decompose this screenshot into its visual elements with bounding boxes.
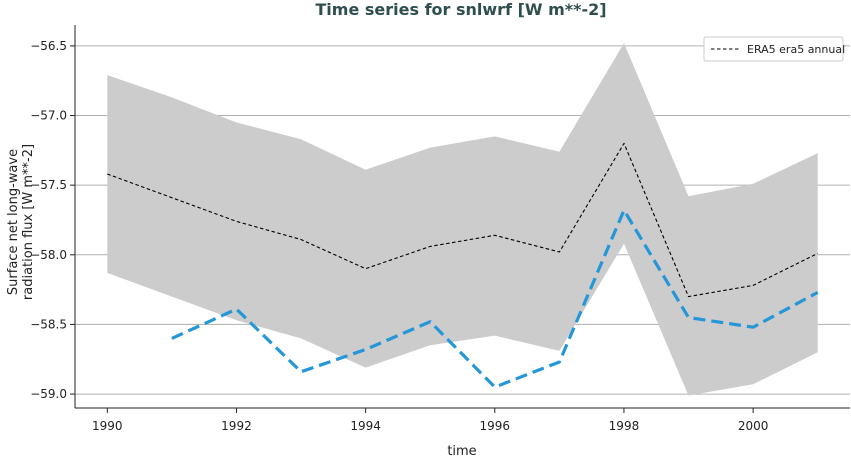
uncertainty-band-layer	[107, 43, 818, 396]
x-axis-label: time	[447, 444, 476, 457]
x-tick-label-0: 1990	[92, 419, 123, 433]
y-tick-label-4: −58.5	[30, 317, 67, 331]
x-tick-label-2: 1994	[350, 419, 381, 433]
y-tick-label-2: −57.5	[30, 178, 67, 192]
y-axis-ticks: −56.5 −57.0 −57.5 −58.0 −58.5 −59.0	[30, 39, 75, 401]
x-tick-label-1: 1992	[221, 419, 252, 433]
x-tick-label-5: 2000	[738, 419, 769, 433]
y-tick-label-3: −58.0	[30, 248, 67, 262]
x-tick-label-4: 1998	[609, 419, 640, 433]
series-line-1	[171, 208, 819, 389]
y-tick-label-0: −56.5	[30, 39, 67, 53]
y-axis-label-line-1: Surface net long-wave	[6, 149, 21, 295]
legend: ERA5 era5 annual	[703, 36, 845, 62]
y-tick-label-1: −57.0	[30, 109, 67, 123]
y-axis-label-line-2: radiation flux [W m**-2]	[21, 144, 36, 300]
y-tick-label-5: −59.0	[30, 387, 67, 401]
axes	[74, 25, 850, 409]
series-line-0	[107, 142, 818, 298]
x-axis-ticks: 1990 1992 1994 1996 1998 2000	[92, 408, 768, 433]
chart-title: Time series for snlwrf [W m**-2]	[315, 0, 606, 19]
uncertainty-band	[107, 43, 818, 396]
legend-label-era5: ERA5 era5 annual	[747, 43, 845, 56]
legend-frame	[703, 36, 844, 62]
x-tick-label-3: 1996	[480, 419, 511, 433]
series-layer	[107, 142, 819, 389]
